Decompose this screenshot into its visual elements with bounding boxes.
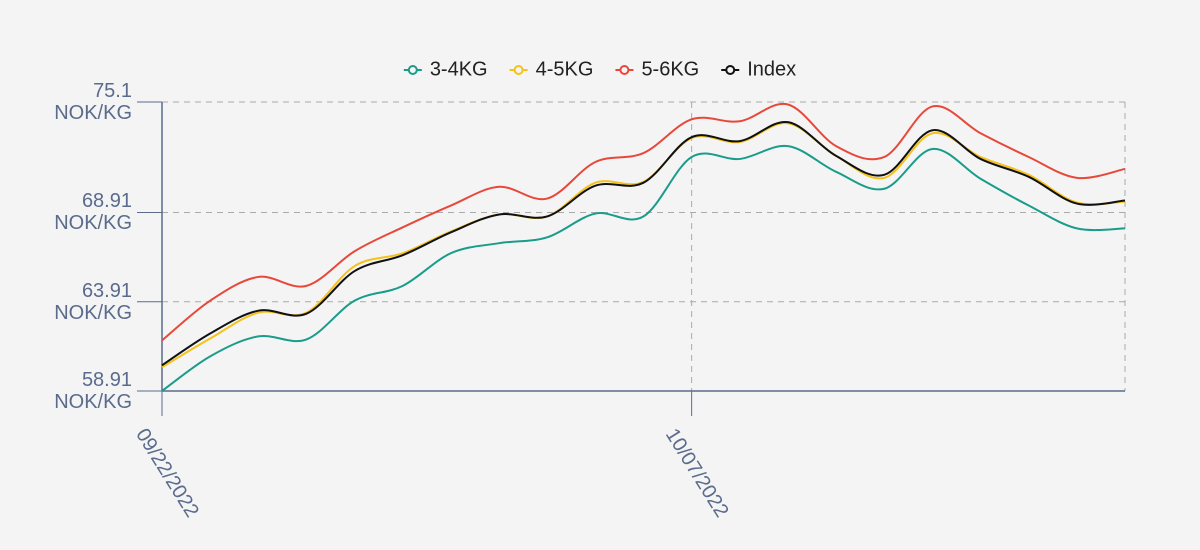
series-line	[161, 121, 1126, 367]
legend-marker	[619, 65, 630, 75]
series-line	[161, 102, 1126, 342]
y-tick-label: 75.1 NOK/KG	[54, 80, 132, 124]
legend-label: 3-4KG	[430, 58, 488, 80]
series-line	[161, 144, 1126, 392]
legend-marker	[725, 65, 736, 75]
legend-label: 4-5KG	[536, 58, 594, 80]
y-tick-label: 63.91 NOK/KG	[54, 279, 132, 324]
legend-marker	[513, 65, 524, 75]
legend-marker	[407, 65, 418, 75]
legend-label: 5-6KG	[641, 58, 699, 80]
y-tick-label: 68.91 NOK/KG	[54, 190, 132, 235]
legend-label: Index	[747, 58, 796, 80]
x-tick-label: 10/07/2022	[661, 425, 733, 522]
x-tick-label: 09/22/2022	[131, 425, 203, 522]
y-tick-label: 58.91 NOK/KG	[54, 369, 132, 413]
